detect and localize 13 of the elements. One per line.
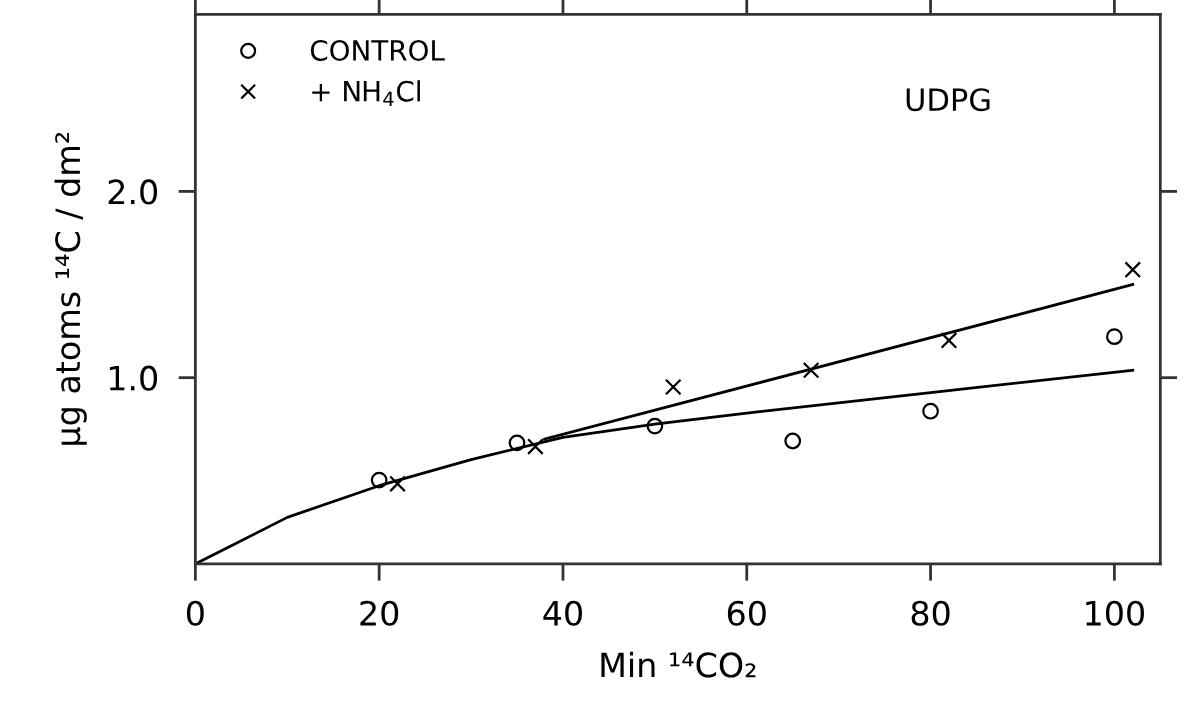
legend-label: CONTROL bbox=[310, 39, 445, 61]
x-tick-label: 0 bbox=[186, 600, 204, 626]
y-tick-label: 2.0 bbox=[108, 179, 158, 205]
x-tick-label: 20 bbox=[360, 600, 399, 626]
x-tick-label: 80 bbox=[911, 600, 950, 626]
y-tick-label: 1.0 bbox=[109, 365, 158, 391]
annotation: UDPG bbox=[906, 88, 990, 112]
legend-label: + NH$_{4}$Cl bbox=[312, 80, 420, 106]
x-tick-label: 60 bbox=[727, 600, 766, 626]
x-tick-label: 40 bbox=[543, 600, 582, 626]
x-axis-title: Min ¹⁴CO₂ bbox=[601, 651, 756, 678]
y-axis-title: µg atoms ¹⁴C / dm² bbox=[54, 132, 87, 445]
x-tick-label: 100 bbox=[1086, 600, 1144, 626]
